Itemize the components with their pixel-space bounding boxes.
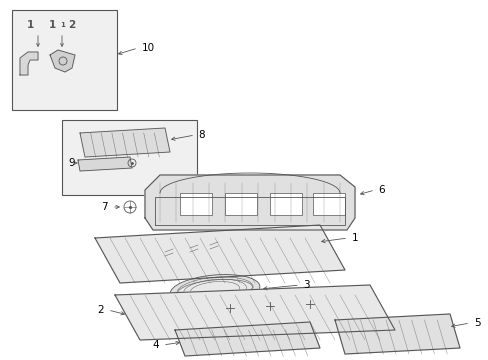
Text: 3: 3	[303, 280, 309, 290]
Text: 1: 1	[61, 22, 65, 28]
Bar	[62, 120, 197, 195]
Bar	[224, 193, 257, 215]
Text: 6: 6	[377, 185, 384, 195]
Text: 1: 1	[26, 20, 34, 30]
Text: 7: 7	[101, 202, 108, 212]
Polygon shape	[50, 50, 75, 72]
Ellipse shape	[170, 275, 259, 305]
Polygon shape	[20, 52, 38, 75]
Polygon shape	[334, 314, 459, 354]
Polygon shape	[115, 285, 394, 340]
Polygon shape	[80, 128, 170, 157]
Text: 9: 9	[68, 158, 75, 168]
Ellipse shape	[177, 279, 252, 301]
Text: 10: 10	[142, 43, 155, 53]
Bar	[180, 193, 212, 215]
Polygon shape	[95, 225, 345, 283]
Bar	[269, 193, 302, 215]
Text: 4: 4	[152, 340, 159, 350]
Bar	[12, 10, 117, 110]
Text: 5: 5	[473, 318, 480, 328]
Polygon shape	[175, 322, 319, 356]
Text: 1: 1	[351, 233, 358, 243]
Text: 1: 1	[48, 20, 56, 30]
Polygon shape	[78, 157, 132, 171]
Text: 8: 8	[198, 130, 204, 140]
Text: 2: 2	[68, 20, 76, 30]
Polygon shape	[145, 175, 354, 230]
Bar	[312, 193, 345, 215]
Text: 2: 2	[97, 305, 104, 315]
